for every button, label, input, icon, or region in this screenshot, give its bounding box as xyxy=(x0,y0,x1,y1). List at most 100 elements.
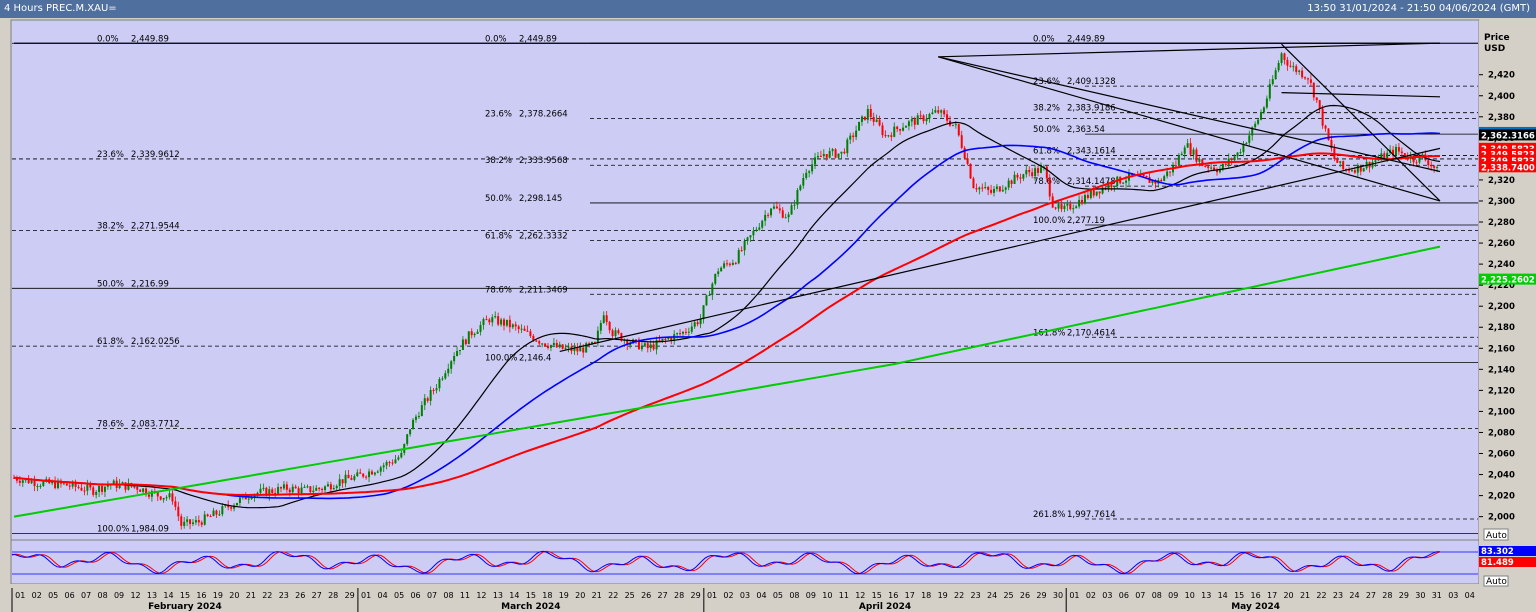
candle-body xyxy=(1362,168,1365,172)
candle-body xyxy=(837,153,840,158)
candle-body xyxy=(1083,194,1086,204)
fib-price-label: 2,216.99 xyxy=(131,279,169,289)
candle-body xyxy=(1230,158,1233,161)
candle-body xyxy=(1415,162,1418,164)
day-tick-label: 19 xyxy=(938,591,948,600)
candle-body xyxy=(608,321,611,331)
candle-body xyxy=(1271,79,1274,85)
fib-pct-label: 100.0% xyxy=(1033,216,1065,226)
candle-body xyxy=(39,485,42,487)
auto-button-osc[interactable]: Auto xyxy=(1483,575,1509,587)
day-tick-label: 01 xyxy=(361,591,371,600)
candle-body xyxy=(294,486,297,489)
candle-body xyxy=(285,484,288,490)
candle-body xyxy=(1421,154,1424,156)
candle-body xyxy=(221,506,224,515)
candle-body xyxy=(946,114,949,121)
candle-body xyxy=(21,480,24,483)
candle-body xyxy=(1010,180,1013,184)
candle-body xyxy=(893,126,896,137)
price-chart[interactable]: 0.0% 2,449.89 23.6% 2,339.9612 38.2% 2,271.95… xyxy=(0,18,1536,612)
candle-body xyxy=(981,187,984,189)
candle-body xyxy=(1069,203,1072,210)
candle-body xyxy=(359,472,362,474)
candle-body xyxy=(268,489,271,496)
fib-price-label: 2,314.1478 xyxy=(1067,177,1116,187)
price-tick-label: 2,140 xyxy=(1488,365,1515,375)
candle-body xyxy=(36,485,39,487)
fib-pct-label: 61.8% xyxy=(485,232,512,242)
candle-body xyxy=(74,481,77,487)
oscillator-plot-area[interactable] xyxy=(10,539,1480,585)
candle-body xyxy=(661,338,664,342)
day-tick-label: 16 xyxy=(888,591,898,600)
main-plot-area[interactable] xyxy=(10,19,1480,545)
candle-body xyxy=(209,516,212,518)
osc-main-line xyxy=(11,550,1441,575)
candle-body xyxy=(277,487,280,494)
osc-badge xyxy=(1479,546,1536,556)
candle-body xyxy=(256,492,259,495)
candle-body xyxy=(350,478,353,480)
day-tick-label: 10 xyxy=(822,591,832,600)
day-tick-label: 06 xyxy=(1119,591,1129,600)
day-tick-label: 21 xyxy=(1300,591,1310,600)
candle-body xyxy=(532,335,535,341)
candle-body xyxy=(1436,166,1439,168)
fib-pct-label: 61.8% xyxy=(97,337,124,347)
day-tick-label: 18 xyxy=(921,591,931,600)
price-tick-label: 2,120 xyxy=(1488,386,1515,396)
candle-body xyxy=(1321,108,1324,126)
candle-body xyxy=(500,319,503,325)
fib-pct-label: 0.0% xyxy=(97,34,119,44)
auto-button-main[interactable]: Auto xyxy=(1483,528,1509,541)
candle-body xyxy=(470,331,473,336)
candle-body xyxy=(761,220,764,228)
candle-body xyxy=(734,262,737,264)
price-axis-panel[interactable] xyxy=(1479,20,1536,584)
candle-body xyxy=(1122,182,1125,184)
month-label: April 2024 xyxy=(859,602,911,612)
candle-body xyxy=(649,344,652,349)
candle-body xyxy=(1383,153,1386,159)
candle-body xyxy=(632,339,635,344)
day-tick-label: 20 xyxy=(1283,591,1293,600)
candle-body xyxy=(365,476,368,478)
candle-body xyxy=(1342,161,1345,170)
candle-body xyxy=(805,172,808,179)
day-tick-label: 05 xyxy=(773,591,783,600)
candle-body xyxy=(585,343,588,353)
candle-body xyxy=(397,457,400,460)
candle-body xyxy=(602,315,605,323)
day-tick-label: 19 xyxy=(213,591,223,600)
candle-body xyxy=(1160,180,1163,182)
price-badge-label: 2,225.2602 xyxy=(1481,276,1535,286)
candle-body xyxy=(332,488,335,490)
day-tick-label: 05 xyxy=(48,591,58,600)
candle-body xyxy=(83,490,86,492)
candle-body xyxy=(816,155,819,158)
candle-body xyxy=(749,235,752,238)
day-tick-label: 12 xyxy=(130,591,140,600)
candle-body xyxy=(1257,119,1260,124)
candle-body xyxy=(995,186,998,189)
candle-body xyxy=(558,344,561,348)
candle-body xyxy=(259,488,262,493)
day-tick-label: 08 xyxy=(1152,591,1162,600)
candle-body xyxy=(878,119,881,126)
candle-body xyxy=(764,214,767,221)
day-tick-label: 13 xyxy=(493,591,503,600)
candle-body xyxy=(954,124,957,126)
day-tick-label: 07 xyxy=(1135,591,1145,600)
candle-body xyxy=(376,471,379,473)
candle-body xyxy=(825,154,828,158)
price-tick-label: 2,020 xyxy=(1488,492,1515,502)
candle-body xyxy=(887,135,890,137)
candle-body xyxy=(51,481,54,484)
price-tick-label: 2,260 xyxy=(1488,239,1515,249)
candle-body xyxy=(482,319,485,326)
candle-body xyxy=(1213,167,1216,171)
candle-body xyxy=(1216,170,1219,173)
candle-body xyxy=(611,330,614,337)
day-tick-label: 10 xyxy=(1185,591,1195,600)
